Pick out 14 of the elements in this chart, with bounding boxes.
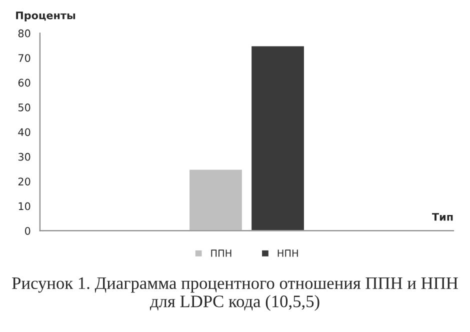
legend-label: НПН [278, 250, 298, 257]
y-tick-label: 20 [18, 178, 30, 186]
y-tick-label: 70 [18, 54, 30, 62]
x-axis-title: Тип [432, 213, 453, 221]
y-tick-label: 50 [18, 104, 30, 112]
y-tick-label: 10 [18, 202, 30, 210]
y-axis-title: Проценты [16, 12, 76, 22]
legend-label: ППН [211, 250, 232, 257]
text: Рисунок 1. Диаграмма процентного отношения ППН и НПН для LDPC кода (10,5,5) [12, 277, 458, 311]
y-tick-label: 80 [18, 29, 30, 38]
y-tick-label: 0 [24, 226, 30, 235]
y-tick-label: 40 [18, 128, 30, 136]
y-tick-label: 30 [18, 152, 30, 161]
y-tick-label: 60 [18, 78, 30, 87]
